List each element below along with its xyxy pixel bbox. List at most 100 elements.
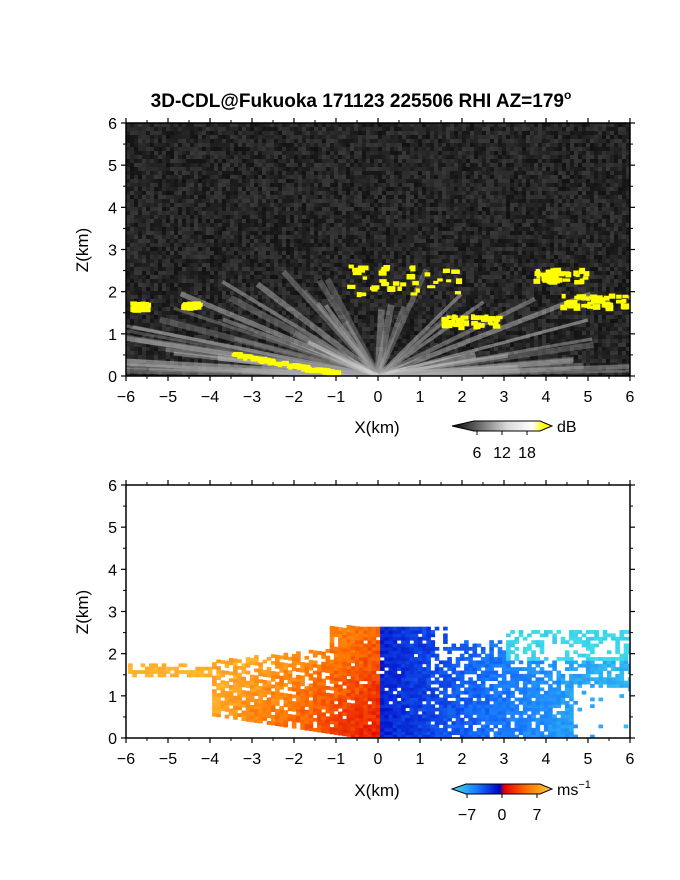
noise-cell xyxy=(194,207,198,211)
noise-cell xyxy=(558,275,562,279)
noise-cell xyxy=(130,207,134,211)
noise-cell xyxy=(602,183,606,187)
noise-cell xyxy=(330,271,334,275)
noise-cell xyxy=(346,275,350,279)
noise-cell xyxy=(358,175,362,179)
noise-cell xyxy=(158,231,162,235)
noise-cell xyxy=(402,175,406,179)
noise-cell xyxy=(274,163,278,167)
noise-cell xyxy=(338,131,342,135)
noise-cell xyxy=(142,275,146,279)
noise-cell xyxy=(374,139,378,143)
noise-cell xyxy=(570,187,574,191)
noise-cell xyxy=(318,147,322,151)
noise-cell xyxy=(530,207,534,211)
noise-cell xyxy=(418,227,422,231)
noise-cell xyxy=(314,147,318,151)
noise-cell xyxy=(398,167,402,171)
noise-cell xyxy=(354,231,358,235)
noise-cell xyxy=(178,223,182,227)
noise-cell xyxy=(482,207,486,211)
noise-cell xyxy=(426,247,430,251)
noise-cell xyxy=(470,187,474,191)
noise-cell xyxy=(210,211,214,215)
noise-cell xyxy=(610,235,614,239)
noise-cell xyxy=(178,263,182,267)
noise-cell xyxy=(270,183,274,187)
noise-cell xyxy=(622,231,626,235)
noise-cell xyxy=(490,243,494,247)
noise-cell xyxy=(298,123,302,127)
noise-cell xyxy=(314,139,318,143)
noise-cell xyxy=(418,123,422,127)
noise-cell xyxy=(210,167,214,171)
noise-cell xyxy=(282,139,286,143)
noise-cell xyxy=(330,179,334,183)
noise-cell xyxy=(282,275,286,279)
noise-cell xyxy=(414,211,418,215)
noise-cell xyxy=(362,147,366,151)
noise-cell xyxy=(618,135,622,139)
noise-cell xyxy=(318,263,322,267)
noise-cell xyxy=(502,127,506,131)
noise-cell xyxy=(470,223,474,227)
noise-cell xyxy=(422,183,426,187)
noise-cell xyxy=(614,127,618,131)
noise-cell xyxy=(386,239,390,243)
noise-cell xyxy=(334,259,338,263)
noise-cell xyxy=(494,159,498,163)
noise-cell xyxy=(402,263,406,267)
noise-cell xyxy=(494,235,498,239)
noise-cell xyxy=(498,155,502,159)
noise-cell xyxy=(282,195,286,199)
noise-cell xyxy=(594,135,598,139)
noise-cell xyxy=(538,143,542,147)
noise-cell xyxy=(246,191,250,195)
noise-cell xyxy=(562,251,566,255)
noise-cell xyxy=(198,139,202,143)
noise-cell xyxy=(174,211,178,215)
noise-cell xyxy=(494,267,498,271)
noise-cell xyxy=(486,207,490,211)
noise-cell xyxy=(394,271,398,275)
noise-cell xyxy=(418,151,422,155)
noise-cell xyxy=(546,127,550,131)
noise-cell xyxy=(282,199,286,203)
noise-cell xyxy=(298,267,302,271)
noise-cell xyxy=(466,123,470,127)
noise-cell xyxy=(522,127,526,131)
noise-cell xyxy=(394,131,398,135)
noise-cell xyxy=(606,167,610,171)
noise-cell xyxy=(502,123,506,127)
noise-cell xyxy=(206,279,210,283)
noise-cell xyxy=(598,223,602,227)
noise-cell xyxy=(434,223,438,227)
noise-cell xyxy=(342,123,346,127)
noise-cell xyxy=(514,151,518,155)
noise-cell xyxy=(494,183,498,187)
noise-cell xyxy=(382,123,386,127)
noise-cell xyxy=(322,227,326,231)
noise-cell xyxy=(310,251,314,255)
noise-cell xyxy=(134,179,138,183)
noise-cell xyxy=(410,191,414,195)
noise-cell xyxy=(442,219,446,223)
noise-cell xyxy=(394,187,398,191)
noise-cell xyxy=(410,163,414,167)
noise-cell xyxy=(494,143,498,147)
noise-cell xyxy=(570,267,574,271)
noise-cell xyxy=(454,155,458,159)
noise-cell xyxy=(362,139,366,143)
noise-cell xyxy=(306,195,310,199)
noise-cell xyxy=(534,211,538,215)
noise-cell xyxy=(450,175,454,179)
noise-cell xyxy=(278,139,282,143)
noise-cell xyxy=(314,123,318,127)
noise-cell xyxy=(498,199,502,203)
noise-cell xyxy=(418,135,422,139)
noise-cell xyxy=(138,163,142,167)
noise-cell xyxy=(262,223,266,227)
noise-cell xyxy=(190,199,194,203)
noise-cell xyxy=(350,199,354,203)
noise-cell xyxy=(186,159,190,163)
